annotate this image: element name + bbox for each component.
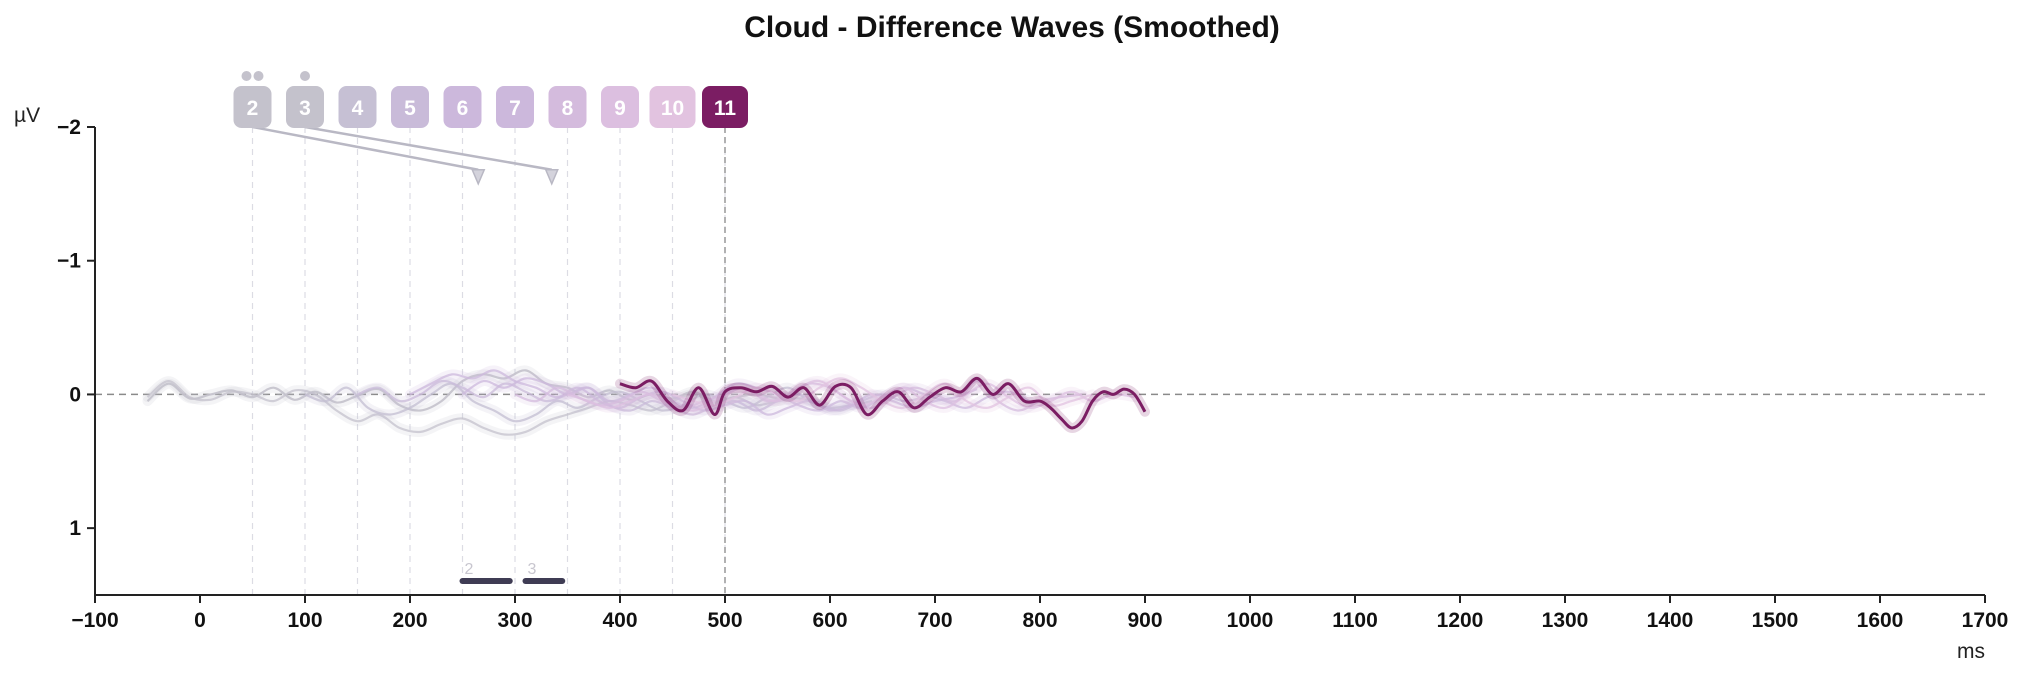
stimulus-badge-label: 11 [714, 97, 737, 120]
x-tick-label: 800 [1022, 609, 1057, 632]
stimulus-dot [300, 71, 310, 81]
stimulus-badge [338, 86, 377, 128]
series-line [146, 369, 778, 412]
stimulus-badge-label: 5 [404, 97, 416, 120]
waveform-series [142, 365, 1150, 440]
arrow-line [252, 125, 479, 172]
x-tick-label: 1500 [1752, 609, 1799, 632]
arrow-head [471, 169, 486, 186]
x-tick-label: 300 [497, 609, 532, 632]
y-tick-label: 0 [69, 383, 81, 406]
x-tick-label: 1200 [1437, 609, 1484, 632]
stimulus-badge-label: 7 [509, 97, 521, 120]
y-tick-label: −1 [57, 250, 81, 273]
stimulus-dot [241, 71, 252, 81]
x-tick-label: −100 [71, 609, 118, 632]
stimulus-badge [286, 86, 324, 128]
x-tick-label: 1700 [1962, 609, 2009, 632]
x-tick-label: 100 [287, 609, 322, 632]
x-tick-label: 1400 [1647, 609, 1694, 632]
y-axis-label: µV [14, 104, 40, 127]
stimulus-guides [251, 127, 726, 595]
stimulus-badge-label: 3 [299, 97, 311, 120]
series-line [567, 379, 1135, 412]
x-tick-label: 0 [194, 609, 206, 632]
arrow-head [544, 169, 559, 186]
x-tick-label: 900 [1127, 609, 1162, 632]
x-tick-label: 1000 [1227, 609, 1274, 632]
x-tick-label: 1300 [1542, 609, 1589, 632]
series-line [357, 379, 925, 416]
x-tick-label: 200 [392, 609, 427, 632]
chart-title: Cloud - Difference Waves (Smoothed) [744, 11, 1280, 44]
stimulus-badge-label: 10 [661, 97, 684, 120]
stimulus-badge-label: 4 [352, 97, 364, 120]
x-tick-label: 1600 [1857, 609, 1904, 632]
stimulus-badge [649, 86, 696, 128]
x-tick-label: 1100 [1332, 609, 1378, 632]
stimulus-badge [391, 86, 429, 128]
stimulus-badge-label: 9 [614, 97, 626, 120]
x-tick-label: 700 [917, 609, 952, 632]
stimulus-dot [253, 71, 264, 81]
significance-label: 3 [528, 561, 537, 578]
axes: −100 0 100 200 300 400 500 600 700 800 900 1000 1100… [57, 116, 2008, 632]
stimulus-badge-label: 8 [562, 97, 574, 120]
latency-arrows [252, 125, 559, 186]
stimulus-badge [496, 86, 534, 128]
significance-label: 2 [465, 561, 474, 578]
stimulus-badge [702, 86, 748, 128]
y-tick-label: −2 [57, 116, 81, 139]
stimulus-badge [548, 86, 587, 128]
stimulus-badge-label: 6 [457, 97, 469, 120]
stimulus-badge [233, 86, 272, 128]
x-tick-label: 400 [602, 609, 637, 632]
stimulus-badge [601, 86, 639, 128]
x-axis-label: ms [1957, 640, 1985, 663]
arrow-line [304, 125, 552, 172]
stimulus-badge-label: 2 [247, 97, 259, 120]
stimulus-badge [443, 86, 482, 128]
x-tick-label: 600 [812, 609, 847, 632]
x-tick-label: 500 [707, 609, 742, 632]
y-tick-label: 1 [69, 517, 81, 540]
series-line [461, 377, 1030, 412]
series-line [619, 376, 1147, 430]
stimulus-badges: 2 3 4 5 6 7 8 9 10 11 [233, 71, 748, 128]
